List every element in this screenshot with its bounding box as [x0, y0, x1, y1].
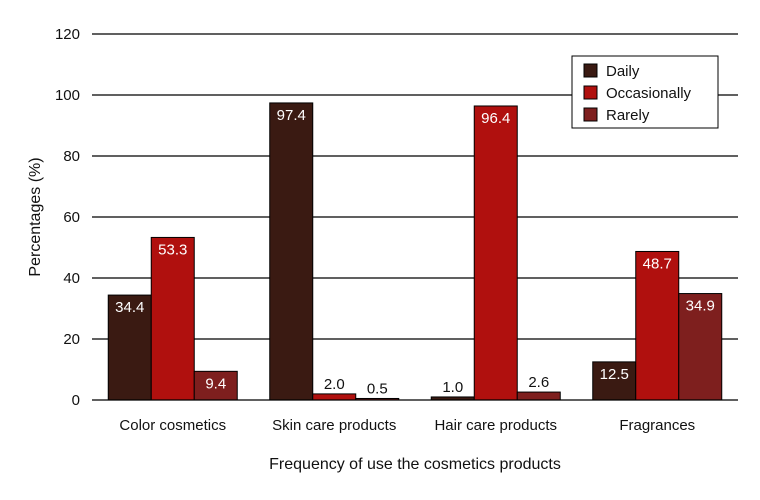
legend-label: Occasionally [606, 85, 692, 102]
bar-occasionally-2 [473, 105, 518, 401]
y-tick-label: 80 [63, 148, 80, 165]
y-tick-labels: 0 20 40 60 80 100 120 [55, 26, 80, 409]
y-tick-label: 20 [63, 331, 80, 348]
x-tick-label: Hair care products [434, 417, 557, 434]
grid-lines [92, 33, 738, 340]
bar-value-label: 48.7 [643, 255, 672, 272]
x-axis-title: Frequency of use the cosmetics products [269, 456, 561, 473]
legend-swatch [583, 85, 598, 100]
bar-value-label: 2.0 [324, 376, 345, 393]
bar-value-label: 34.9 [686, 298, 715, 315]
legend-label: Rarely [606, 107, 650, 124]
y-tick-label: 0 [72, 392, 80, 409]
bar-value-labels: 34.4 53.3 9.4 97.4 2.0 0.5 1.0 96.4 2.6 12.5 48.7 3… [115, 107, 715, 398]
legend-label: Daily [606, 63, 640, 80]
bar-value-label: 96.4 [481, 110, 510, 127]
bar-rarely-0 [193, 370, 238, 401]
bar-rarely-2 [516, 391, 561, 401]
y-tick-label: 60 [63, 209, 80, 226]
y-tick-label: 40 [63, 270, 80, 287]
bar-value-label: 1.0 [442, 379, 463, 396]
bar-occasionally-1 [312, 393, 357, 401]
y-tick-label: 100 [55, 87, 80, 104]
bar-value-label: 34.4 [115, 299, 144, 316]
bar-value-label: 9.4 [205, 375, 226, 392]
bar-value-label: 97.4 [277, 107, 306, 124]
y-tick-label: 120 [55, 26, 80, 43]
x-tick-label: Skin care products [272, 417, 396, 434]
legend-swatch [583, 107, 598, 122]
y-axis-title: Percentages (%) [27, 157, 44, 276]
bar-rarely-3 [678, 293, 723, 401]
bars [107, 102, 723, 401]
bar-value-label: 53.3 [158, 241, 187, 258]
bar-value-label: 0.5 [367, 380, 388, 397]
legend: Daily Occasionally Rarely [571, 55, 719, 129]
bar-occasionally-0 [150, 236, 195, 401]
legend-swatch [583, 63, 598, 78]
bar-daily-1 [269, 102, 314, 401]
x-tick-labels: Color cosmetics Skin care products Hair ca… [119, 417, 695, 434]
x-tick-label: Color cosmetics [119, 417, 226, 434]
bar-occasionally-3 [635, 250, 680, 401]
bar-value-label: 12.5 [600, 366, 629, 383]
x-tick-label: Fragrances [619, 417, 695, 434]
bar-value-label: 2.6 [528, 374, 549, 391]
